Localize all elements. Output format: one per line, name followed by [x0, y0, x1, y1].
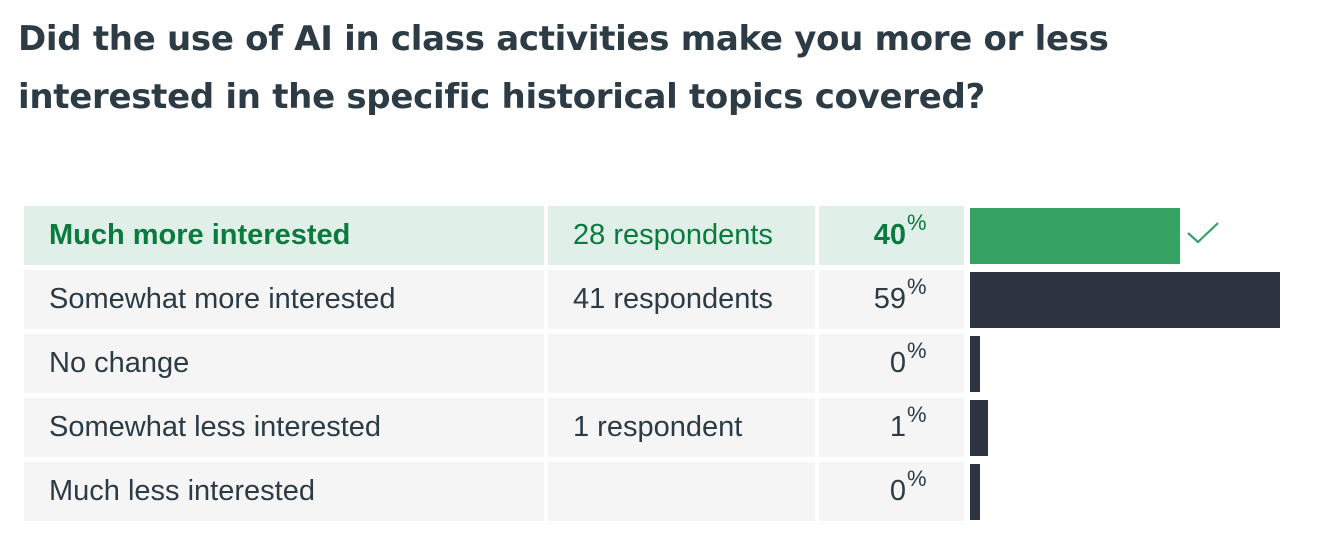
percent-value: 40 [873, 219, 906, 251]
bar-track [970, 336, 1290, 392]
percent-value: 59 [873, 283, 906, 315]
percent-sign: % [907, 338, 927, 363]
bar-track [970, 272, 1290, 328]
percent-value: 0 [889, 347, 906, 379]
answer-bar [970, 336, 980, 392]
bar-track [970, 464, 1290, 520]
answer-label: No change [24, 334, 544, 393]
percent-value: 0 [889, 475, 906, 507]
bar-track [970, 400, 1290, 456]
answer-percent: 59% [819, 270, 964, 329]
answer-percent: 0% [819, 334, 964, 393]
answer-label: Much more interested [24, 206, 544, 265]
answer-bar [970, 400, 988, 456]
respondent-count [548, 462, 815, 521]
answer-percent: 0% [819, 462, 964, 521]
percent-sign: % [907, 466, 927, 491]
answer-bar [970, 272, 1280, 328]
bar-track [970, 208, 1290, 264]
respondent-count: 1 respondent [548, 398, 815, 457]
answer-label: Somewhat less interested [24, 398, 544, 457]
respondent-count: 41 respondents [548, 270, 815, 329]
percent-sign: % [907, 210, 927, 235]
respondent-count: 28 respondents [548, 206, 815, 265]
answer-bar [970, 208, 1180, 264]
question-title: Did the use of AI in class activities ma… [18, 19, 1109, 117]
answer-bar [970, 464, 980, 520]
respondent-count [548, 334, 815, 393]
answer-label: Much less interested [24, 462, 544, 521]
answer-percent: 1% [819, 398, 964, 457]
answer-label: Somewhat more interested [24, 270, 544, 329]
percent-value: 1 [889, 411, 906, 443]
percent-sign: % [907, 402, 927, 427]
check-icon [1187, 222, 1219, 244]
percent-sign: % [907, 274, 927, 299]
answer-percent: 40% [819, 206, 964, 265]
